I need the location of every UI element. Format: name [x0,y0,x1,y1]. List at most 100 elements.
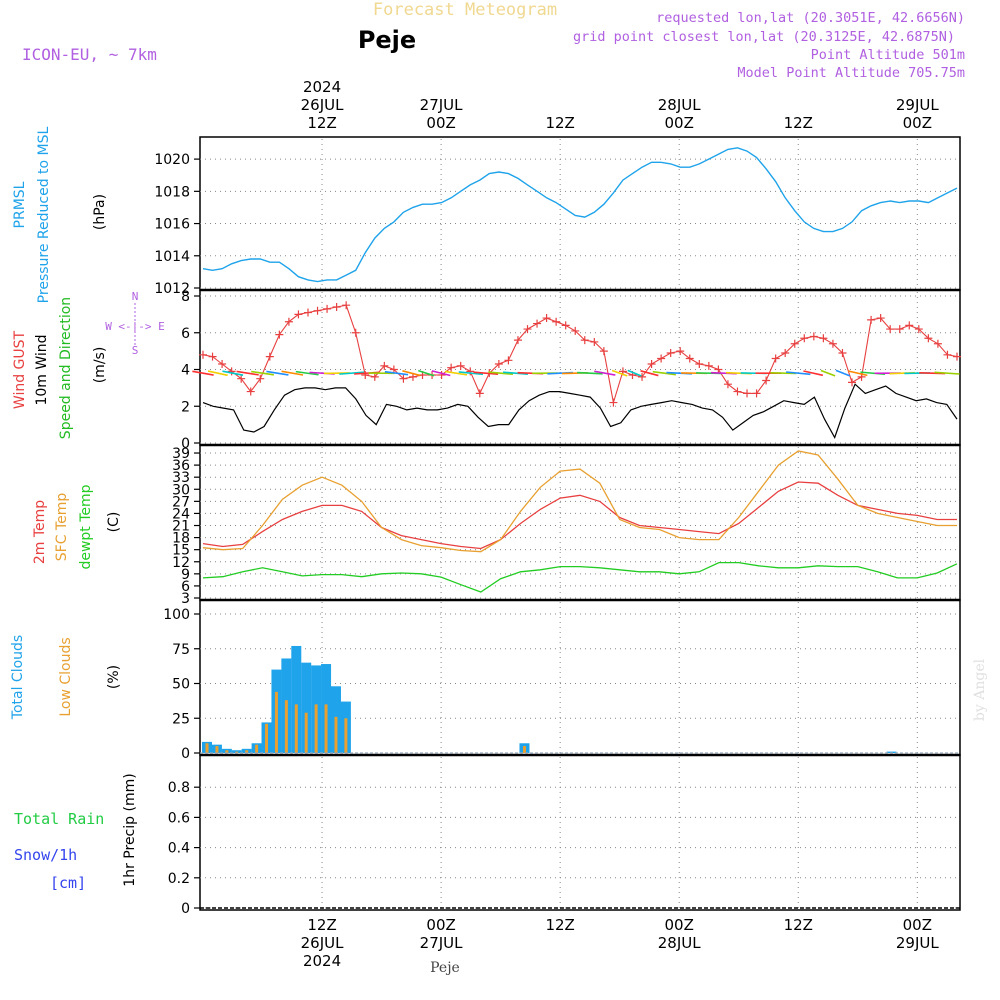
temp-unit: (C) [106,512,122,533]
y-tick-label: 8 [181,289,190,305]
gust-marker [284,317,293,326]
gust-marker [895,325,904,334]
wind-unit: (m/s) [92,347,108,384]
gust-marker [647,359,656,368]
top-time-label: 28JUL [658,96,701,114]
y-tick-label: 1014 [154,249,190,265]
wind-direction-arrow [652,370,676,376]
compass-west-east: W <-|-> E [105,320,165,333]
low-cloud-bar [314,704,318,753]
gust-marker [361,371,370,380]
gust-marker [953,352,961,361]
y-tick-label: 36 [172,458,190,474]
wind-direction-arrow [384,370,409,376]
total-cloud-bar [886,751,897,753]
gust-marker [800,334,809,343]
wind-direction-arrow [473,371,499,375]
bottom-time-label: 00Z [665,916,694,934]
chart-top-title: Forecast Meteogram [373,0,557,20]
low-cloud-bar [334,716,338,753]
top-time-label: 26JUL [301,96,344,114]
wind-direction-arrow [236,370,259,376]
top-time-label: 12Z [307,114,336,132]
gust-marker [313,306,322,315]
wind-direction-arrow [192,370,214,376]
gust-marker [256,374,265,383]
gust-marker [657,354,666,363]
pressure-unit: (hPa) [92,194,108,230]
wind-direction-arrow [281,370,304,376]
gust-marker [599,347,608,356]
gust-marker [685,354,694,363]
low-cloud-bar [255,744,259,753]
gust-marker [914,325,923,334]
wind-panel-frame [199,289,961,446]
gust-marker [523,325,532,334]
y-tick-label: 39 [172,446,190,462]
wind-direction-arrow [339,371,365,375]
y-tick-label: 4 [181,363,190,379]
y-tick-label: 24 [172,506,190,522]
gust-marker [294,310,303,319]
y-tick-label: 0 [181,436,190,452]
compass-south: S [132,344,139,357]
gust-marker [752,389,761,398]
y-tick-label: 75 [172,642,190,658]
y-tick-label: 0 [181,901,190,917]
y-tick-label: 27 [172,494,190,510]
pressure-panel-frame [199,136,961,291]
dewpt-line [202,561,958,593]
gust-marker [513,336,522,345]
wind-direction-arrow [418,369,435,377]
gust-marker [456,361,465,370]
bottom-time-label: 12Z [307,916,336,934]
pressure-labels: PRMSL Pressure Reduced to MSL (hPa) [12,126,108,303]
y-tick-label: 1012 [154,281,190,297]
gust-marker [303,308,312,317]
point-altitude: Point Altitude 501m [811,47,965,63]
y-tick-label: 6 [181,326,190,342]
low-cloud-bar [245,750,249,753]
y-tick-label: 50 [172,677,190,693]
gust-marker [828,339,837,348]
bottom-time-label: 29JUL [896,934,939,952]
snow-unit: [cm] [50,874,86,892]
y-tick-label: 2 [181,399,190,415]
gust-marker [447,363,456,372]
wind-direction-arrow [503,371,528,375]
top-time-label: 00Z [665,114,694,132]
low-cloud-bar [522,746,526,753]
watermark: by Angel [972,658,988,721]
gust-marker [437,371,446,380]
total-rain-label: Total Rain [14,810,104,828]
wind-direction-arrow [594,370,616,376]
gust-marker [199,350,207,359]
top-time-label: 00Z [426,114,455,132]
top-time-label: 29JUL [896,96,939,114]
y-axes: 1012101410161018102002468369121518212427… [154,152,200,917]
gust-marker [542,314,551,323]
plot-series [192,147,961,909]
y-tick-label: 100 [163,607,190,623]
wind-direction-arrow [458,371,484,376]
wind-direction-arrow [770,372,797,375]
y-tick-label: 1020 [154,152,190,168]
gust-marker [275,330,284,339]
gust-marker [580,336,589,345]
low-cloud-bar [284,700,288,753]
top-time-label: 27JUL [420,96,463,114]
y-tick-label: 0.4 [168,841,190,857]
gust-marker [666,348,675,357]
compass-north: N [132,290,139,303]
low-cloud-bar [324,704,328,753]
gust-marker [762,376,771,385]
gust-marker [380,361,389,370]
y-tick-label: 15 [172,543,190,559]
wind-labels: Wind GUST 10m Wind Speed and Direction (… [12,290,165,439]
wind-direction-arrow [488,371,513,376]
low-clouds-label: Low Clouds [58,637,74,716]
sfc-temp-line [202,450,957,553]
gust-marker [571,326,580,335]
